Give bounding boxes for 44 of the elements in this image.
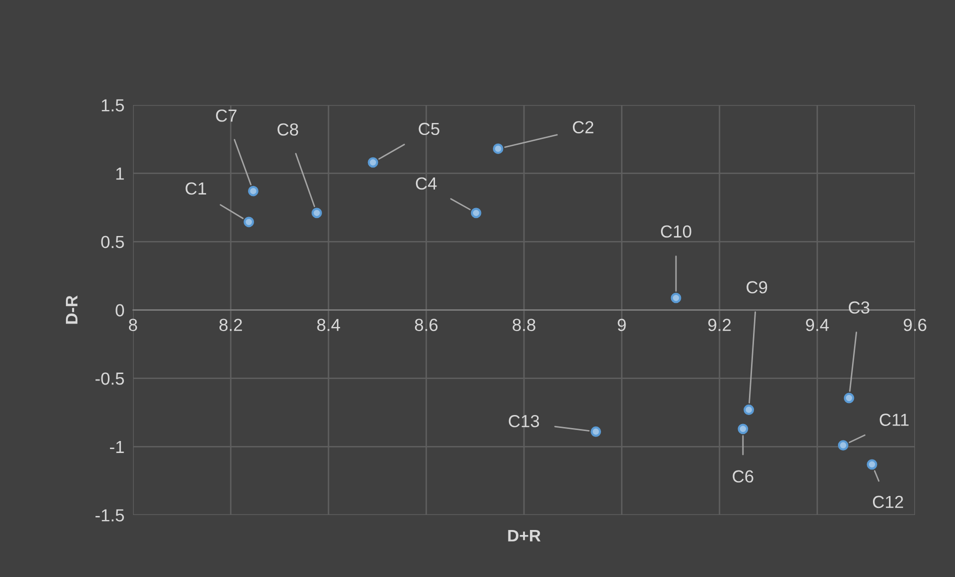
point xyxy=(590,426,602,437)
point xyxy=(492,144,504,154)
data-label: C9 xyxy=(746,281,768,294)
x-tick-label: 9.6 xyxy=(904,318,926,332)
y-tick-label: -0.5 xyxy=(96,372,124,385)
y-tick-label: -1 xyxy=(110,441,124,453)
data-label: C3 xyxy=(848,301,870,314)
y-tick-label: 0.5 xyxy=(101,236,124,248)
point xyxy=(670,292,682,304)
x-axis-title: D+R xyxy=(508,530,541,542)
x-tick-label: 9.4 xyxy=(806,318,829,332)
x-tick-label: 8.4 xyxy=(317,318,340,332)
y-tick-label: -1.5 xyxy=(96,509,124,522)
data-label: C8 xyxy=(278,123,298,136)
data-label: C11 xyxy=(880,414,909,426)
point xyxy=(248,186,258,196)
y-tick-label: 1.5 xyxy=(102,99,124,112)
data-label: C2 xyxy=(572,121,594,134)
data-label: C13 xyxy=(508,415,540,428)
x-tick-label: 8 xyxy=(128,318,138,332)
data-label: C6 xyxy=(732,470,754,483)
y-tick-label: 1 xyxy=(116,168,124,180)
data-label: C12 xyxy=(872,496,904,508)
point xyxy=(844,392,854,404)
data-label: C10 xyxy=(660,225,692,238)
x-tick-label: 8.6 xyxy=(414,318,438,332)
x-tick-label: 9 xyxy=(618,318,626,332)
y-axis-title: D-R xyxy=(66,296,78,324)
data-label: C4 xyxy=(416,177,437,190)
data-label: C7 xyxy=(216,109,236,122)
point xyxy=(838,440,848,451)
data-label: C1 xyxy=(186,182,206,195)
point xyxy=(470,208,482,218)
y-tick-label: 0 xyxy=(116,304,124,316)
x-tick-label: 9.2 xyxy=(708,318,731,332)
point xyxy=(368,157,378,168)
data-label: C5 xyxy=(418,122,440,136)
point xyxy=(866,459,878,470)
point xyxy=(738,424,748,434)
point xyxy=(744,404,754,415)
point xyxy=(312,208,322,218)
x-tick-label: 8.2 xyxy=(219,318,242,332)
x-tick-label: 8.8 xyxy=(512,318,536,332)
point xyxy=(244,216,254,228)
